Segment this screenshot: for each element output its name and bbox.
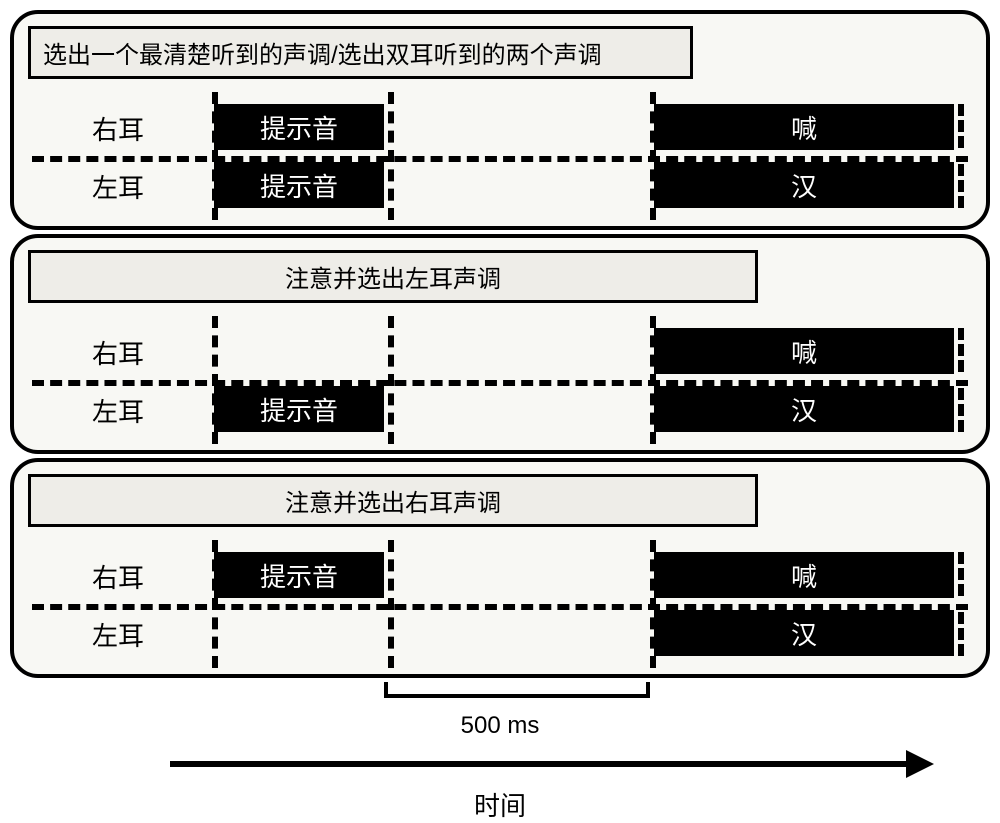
stim-end-tick (958, 104, 964, 148)
stimulus-box-right: 喊 (654, 328, 954, 374)
bracket-line (384, 694, 650, 698)
panel-title: 注意并选出左耳声调 (28, 250, 758, 303)
vline-2 (388, 316, 394, 444)
bracket-label: 500 ms (10, 712, 990, 740)
stim-end-tick (958, 328, 964, 372)
vline-2 (388, 540, 394, 668)
cue-box-left: 提示音 (214, 162, 384, 208)
panel-1: 选出一个最清楚听到的声调/选出双耳听到的两个声调右耳左耳提示音提示音喊汉 (10, 10, 990, 230)
stim-end-tick (958, 388, 964, 432)
stimulus-box-right: 喊 (654, 552, 954, 598)
time-axis-label: 时间 (10, 786, 990, 823)
cue-box-right: 提示音 (214, 552, 384, 598)
right-ear-label: 右耳 (92, 334, 144, 371)
arrow-head-icon (906, 750, 934, 778)
time-arrow (10, 748, 990, 780)
cue-box-right: 提示音 (214, 104, 384, 150)
stimulus-box-left: 汉 (654, 162, 954, 208)
stimulus-box-left: 汉 (654, 386, 954, 432)
stim-end-tick (958, 612, 964, 656)
right-ear-label: 右耳 (92, 110, 144, 147)
right-ear-label: 右耳 (92, 558, 144, 595)
panel-title: 注意并选出右耳声调 (28, 474, 758, 527)
stim-end-tick (958, 164, 964, 208)
left-ear-label: 左耳 (92, 616, 144, 653)
panel-3: 注意并选出右耳声调右耳左耳 提示音 喊汉 (10, 458, 990, 678)
left-ear-label: 左耳 (92, 168, 144, 205)
panel-title: 选出一个最清楚听到的声调/选出双耳听到的两个声调 (28, 26, 693, 79)
stim-end-tick (958, 552, 964, 596)
interval-bracket (10, 682, 990, 712)
stimulus-box-left: 汉 (654, 610, 954, 656)
bracket-tick-right (646, 682, 650, 696)
stimulus-box-right: 喊 (654, 104, 954, 150)
panel-2: 注意并选出左耳声调右耳左耳 提示音 喊汉 (10, 234, 990, 454)
cue-box-left: 提示音 (214, 386, 384, 432)
left-ear-label: 左耳 (92, 392, 144, 429)
arrow-shaft (170, 761, 910, 767)
vline-2 (388, 92, 394, 220)
